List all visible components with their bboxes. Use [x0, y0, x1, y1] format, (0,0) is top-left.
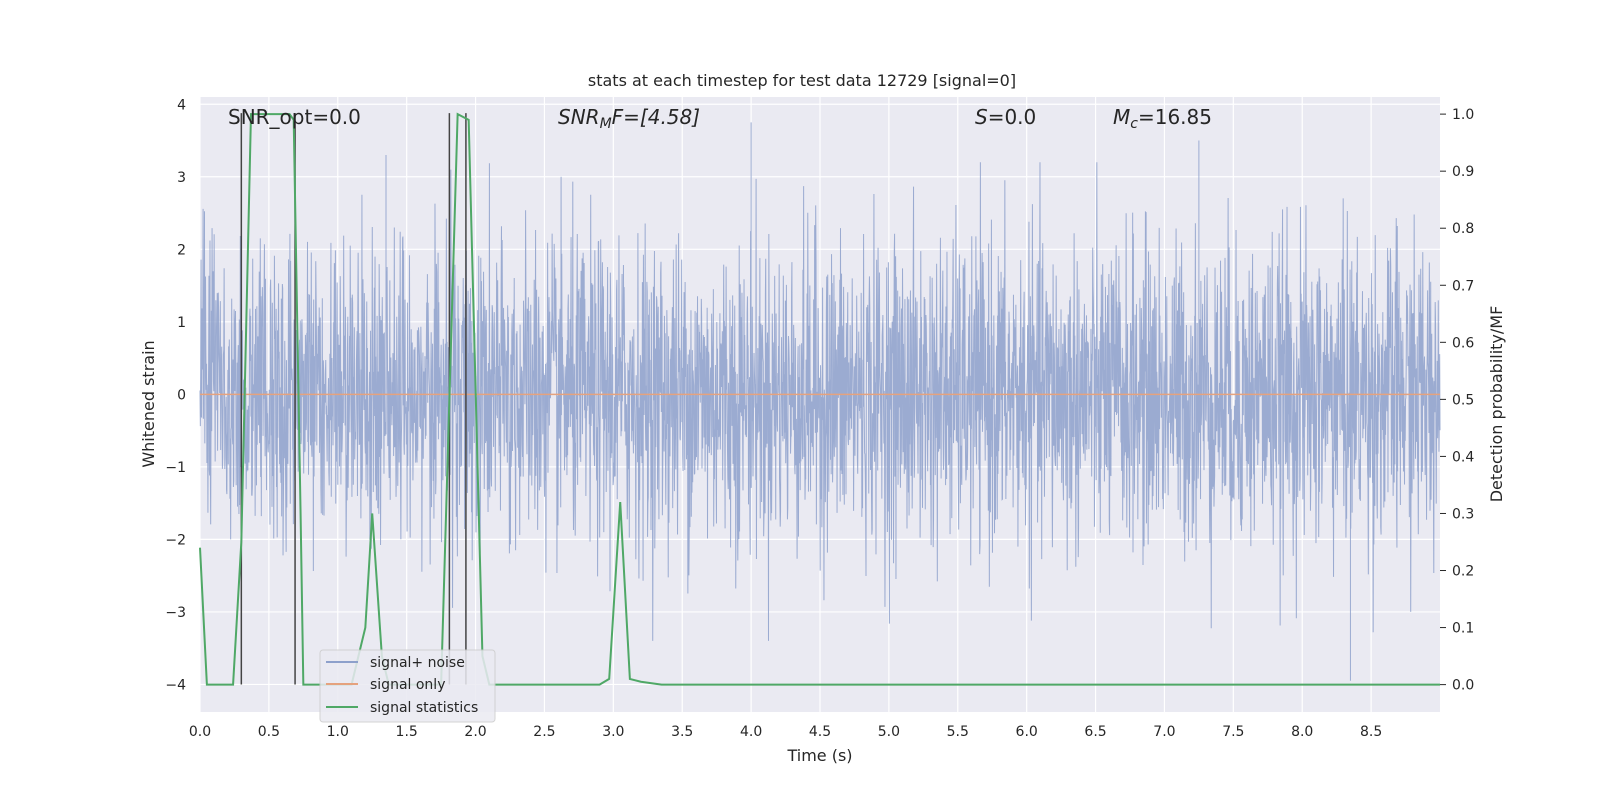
- x-tick-label-7: 3.5: [671, 724, 693, 740]
- legend: signal+ noise signal only signal statist…: [319, 649, 496, 723]
- x-tick-label-13: 6.5: [1084, 724, 1106, 740]
- annotation-snr-mf: SNRMF=[4.58]: [558, 105, 700, 132]
- y2-tick-label-10: 1.0: [1452, 107, 1474, 123]
- y2-axis-ticks: 0.0 0.1 0.2 0.3 0.4 0.5 0.6 0.7 0.8 0.9 1.0: [1440, 107, 1474, 694]
- y2-tick-label-5: 0.5: [1452, 392, 1474, 408]
- x-tick-label-8: 4.0: [740, 724, 762, 740]
- y-tick-label-4: 0: [177, 387, 186, 403]
- annotation-s: S=0.0: [975, 105, 1036, 129]
- y-tick-label-5: 1: [177, 315, 186, 331]
- legend-label-stats: signal statistics: [370, 700, 478, 716]
- annotation-mc: Mc=16.85: [1113, 105, 1212, 132]
- legend-label-signal: signal only: [370, 677, 445, 693]
- y2-tick-label-1: 0.1: [1452, 621, 1474, 637]
- y2-axis-label: Detection probability/MF: [1487, 306, 1506, 503]
- y2-tick-label-4: 0.4: [1452, 449, 1474, 465]
- y2-tick-label-9: 0.9: [1452, 164, 1474, 180]
- legend-box: [319, 649, 496, 723]
- y-tick-label-3: −1: [165, 460, 186, 476]
- x-tick-label-2: 1.0: [327, 724, 349, 740]
- y-tick-label-2: −2: [165, 532, 186, 548]
- x-tick-label-12: 6.0: [1016, 724, 1038, 740]
- y2-tick-label-6: 0.6: [1452, 335, 1474, 351]
- x-axis-label: Time (s): [786, 746, 852, 765]
- x-tick-label-5: 2.5: [533, 724, 555, 740]
- y2-tick-label-2: 0.2: [1452, 564, 1474, 580]
- x-tick-label-9: 4.5: [809, 724, 831, 740]
- y2-tick-label-0: 0.0: [1452, 678, 1474, 694]
- annotation-snr-opt: SNR_opt=0.0: [228, 105, 361, 129]
- y-axis-label: Whitened strain: [139, 340, 158, 467]
- chart-title: stats at each timestep for test data 127…: [588, 71, 1016, 90]
- x-tick-label-3: 1.5: [396, 724, 418, 740]
- y2-tick-label-3: 0.3: [1452, 506, 1474, 522]
- y-tick-label-0: −4: [165, 677, 186, 693]
- y-tick-label-1: −3: [165, 605, 186, 621]
- y-tick-label-7: 3: [177, 170, 186, 186]
- x-tick-label-0: 0.0: [189, 724, 211, 740]
- x-tick-label-4: 2.0: [464, 724, 486, 740]
- x-tick-label-10: 5.0: [878, 724, 900, 740]
- y2-tick-label-8: 0.8: [1452, 221, 1474, 237]
- x-tick-label-14: 7.0: [1153, 724, 1175, 740]
- x-tick-label-16: 8.0: [1291, 724, 1313, 740]
- legend-label-noise: signal+ noise: [370, 655, 465, 671]
- x-tick-label-15: 7.5: [1222, 724, 1244, 740]
- x-tick-label-11: 5.5: [947, 724, 969, 740]
- y-tick-label-8: 4: [177, 97, 186, 113]
- x-tick-label-6: 3.0: [602, 724, 624, 740]
- y-axis-ticks: −4 −3 −2 −1 0 1 2 3 4: [165, 97, 186, 693]
- y2-tick-label-7: 0.7: [1452, 278, 1474, 294]
- x-tick-label-1: 0.5: [258, 724, 280, 740]
- x-tick-label-17: 8.5: [1360, 724, 1382, 740]
- y-tick-label-6: 2: [177, 242, 186, 258]
- x-axis-ticks: 0.0 0.5 1.0 1.5 2.0 2.5 3.0 3.5 4.0 4.5 5.0 5.5 6.0 6…: [189, 724, 1382, 740]
